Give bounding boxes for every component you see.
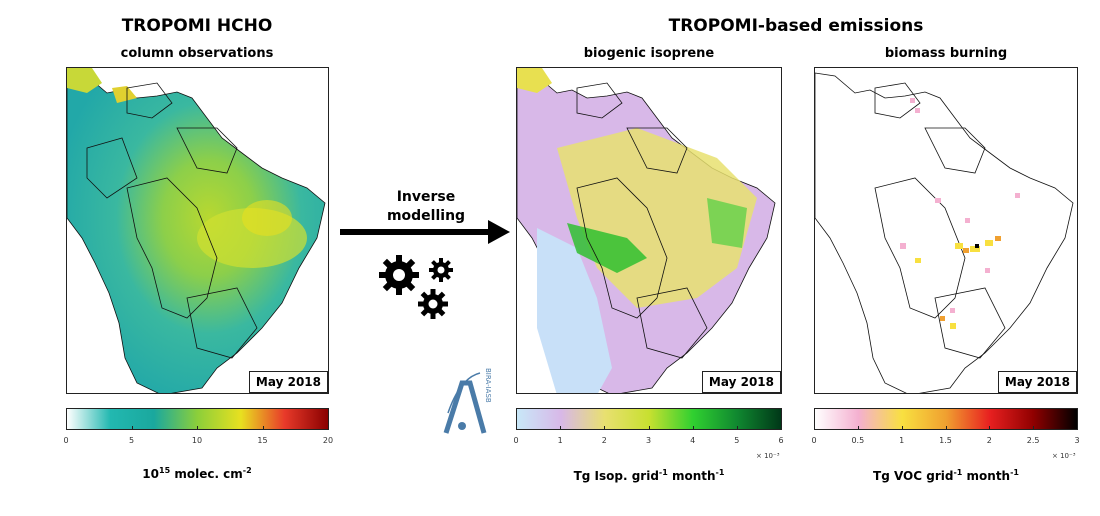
isoprene-tick-mark [604,426,606,430]
burning-tick-mark [1033,426,1035,430]
hcho-unit-label: 1015 molec. cm-2 [142,466,251,481]
hcho-unit-tail-exp: -2 [242,466,252,475]
isoprene-map-graphic [517,68,776,393]
burning-unit-exp2: -1 [1010,468,1019,477]
burning-unit-mid: month [962,469,1011,483]
isoprene-tick-label: 6 [778,436,784,445]
burning-tick-label: 2.5 [1026,436,1040,445]
hcho-unit-exp: 15 [159,466,171,475]
hcho-tick-mark [66,426,67,430]
hcho-tick-label: 20 [322,436,334,445]
isoprene-unit-exp2: -1 [715,468,725,477]
isoprene-tick-label: 0 [513,436,519,445]
isoprene-tick-label: 1 [557,436,563,445]
left-panel-title: TROPOMI HCHO [121,16,273,36]
burning-unit-exp1: -1 [953,468,963,477]
hcho-tick-mark [262,426,264,430]
isoprene-unit-mid: month [667,469,716,483]
right-group-title: TROPOMI-based emissions [668,16,924,36]
isoprene-tick-label: 5 [734,436,740,445]
isoprene-tick-label: 3 [645,436,652,445]
burning-tick-label: 0 [811,436,817,445]
burning-tick-label: 1 [899,436,905,445]
burning-map: May 2018 [814,67,1078,394]
burning-panel-subtitle: biomass burning [884,46,1008,61]
isoprene-tick-mark [692,426,694,430]
burning-tick-mark [814,426,815,430]
isoprene-tick-label: 2 [601,436,607,445]
burning-tick-label: 0.5 [851,436,865,445]
isoprene-unit-exp1: -1 [658,468,668,477]
hcho-tick-label: 0 [63,436,69,445]
burning-tick-mark [857,426,859,430]
hcho-tick-mark [328,426,329,430]
isoprene-tick-label: 4 [690,436,696,445]
hcho-map-graphic [67,68,326,393]
burning-unit-label: Tg VOC grid-1 month-1 [873,468,1019,483]
gears-icon [379,255,453,319]
burning-map-graphic [815,72,1074,393]
hcho-unit-text: molec. cm [170,467,243,481]
burning-unit-text: Tg VOC grid [873,469,954,483]
bira-logo-text: BIRA-IASB [484,368,492,403]
burning-tick-mark [945,426,947,430]
burning-tick-label: 2 [986,436,992,445]
hcho-unit-base: 10 [142,467,160,481]
bira-logo-icon [443,372,487,434]
isoprene-tick-mark [516,426,517,430]
isoprene-unit-text: Tg Isop. grid [573,469,659,483]
arrow-right-icon [340,220,510,244]
isoprene-tick-mark [736,426,738,430]
burning-tick-mark [901,426,903,430]
burning-month-label: May 2018 [997,371,1077,393]
inverse-modelling-label: Inverse modelling [387,188,465,226]
hcho-tick-mark [197,426,198,430]
burning-tick-label: 3 [1074,436,1080,445]
isoprene-unit-label: Tg Isop. grid-1 month-1 [574,468,725,483]
burning-tick-label: 1.5 [939,436,952,445]
inverse-modelling-line2: modelling [386,208,466,224]
hcho-map: May 2018 [66,67,329,394]
isoprene-colorbar-exponent: × 10⁻³ [756,452,780,460]
burning-tick-mark [1077,426,1078,430]
hcho-tick-mark [131,426,133,430]
hcho-month-label: May 2018 [248,371,328,393]
isoprene-tick-mark [560,426,562,430]
inverse-modelling-line1: Inverse [396,189,456,205]
isoprene-map: May 2018 [516,67,782,394]
burning-colorbar-exponent: × 10⁻³ [1052,452,1076,460]
hcho-tick-label: 5 [128,436,135,445]
isoprene-tick-mark [781,426,782,430]
hcho-tick-label: 10 [191,436,203,445]
isoprene-month-label: May 2018 [701,371,781,393]
burning-tick-mark [989,426,991,430]
isoprene-tick-mark [648,426,650,430]
hcho-tick-label: 15 [257,436,268,445]
isoprene-panel-subtitle: biogenic isoprene [583,46,715,61]
left-panel-subtitle: column observations [120,46,274,61]
